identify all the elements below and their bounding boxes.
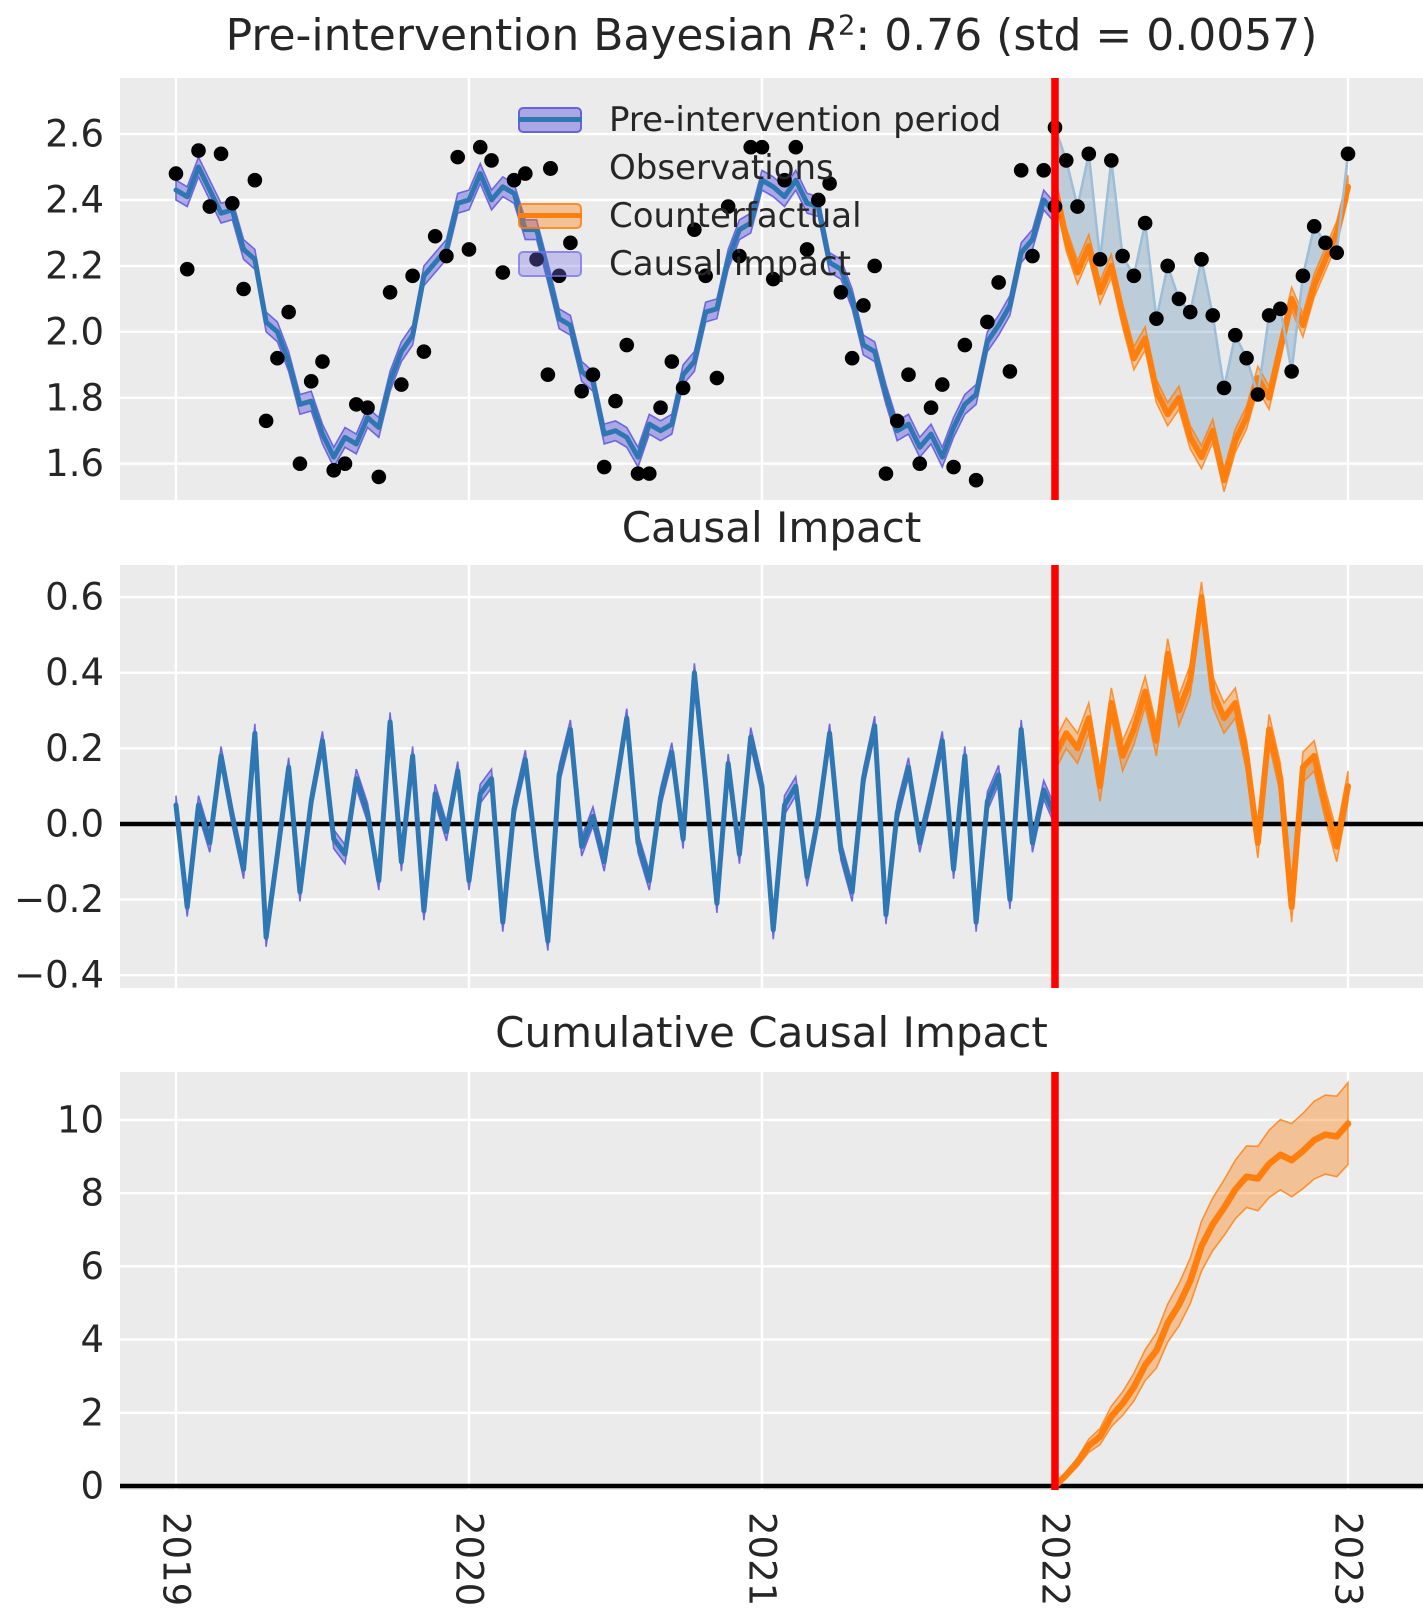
legend-item-pre-intervention: Pre-intervention period [518, 96, 1001, 144]
legend-item-observations: Observations [518, 144, 1001, 192]
plot1-title: Pre-intervention Bayesian R2: 0.76 (std … [120, 10, 1423, 61]
svg-text:8: 8 [80, 1172, 104, 1215]
legend-label-observations: Observations [609, 148, 834, 188]
plot1-title-suffix: : 0.76 (std = 0.0057) [855, 10, 1318, 61]
plot3-title: Cumulative Causal Impact [495, 1008, 1048, 1057]
legend-label-counterfactual: Counterfactual [609, 196, 862, 236]
plot-causal-impact: 0.6 0.4 0.2 0.0 −0.2 −0.4 [14, 565, 1423, 997]
svg-text:2021: 2021 [740, 1512, 783, 1606]
legend-item-causal-impact: Causal impact [518, 240, 1001, 288]
svg-text:10: 10 [57, 1098, 104, 1141]
legend: Pre-intervention period Observations Cou… [518, 96, 1001, 288]
svg-text:6: 6 [80, 1245, 104, 1288]
svg-text:2022: 2022 [1033, 1512, 1076, 1606]
legend-item-counterfactual: Counterfactual [518, 192, 1001, 240]
blue-line-icon [518, 117, 582, 122]
svg-text:−0.2: −0.2 [14, 878, 104, 921]
svg-text:1.8: 1.8 [45, 376, 104, 419]
observation-dot-icon [542, 160, 558, 176]
black-dot-swatch-icon [518, 155, 582, 181]
svg-text:2019: 2019 [154, 1512, 197, 1606]
svg-text:0.2: 0.2 [45, 727, 104, 770]
plot1-title-exponent: 2 [838, 10, 856, 42]
svg-text:2.0: 2.0 [45, 310, 104, 353]
plot1-title-prefix: Pre-intervention Bayesian [225, 10, 808, 61]
plot-cumulative-causal-impact: 10 8 6 4 2 0 2019 2020 2021 2022 2023 [57, 1072, 1423, 1606]
svg-text:0: 0 [80, 1464, 104, 1507]
lavender-patch-swatch-icon [518, 251, 582, 277]
svg-text:2020: 2020 [447, 1512, 490, 1606]
svg-text:4: 4 [80, 1318, 104, 1361]
svg-text:−0.4: −0.4 [14, 954, 104, 997]
svg-text:0.4: 0.4 [45, 651, 104, 694]
svg-text:0.6: 0.6 [45, 576, 104, 619]
svg-text:2: 2 [80, 1391, 104, 1434]
svg-text:0.0: 0.0 [45, 802, 104, 845]
svg-text:2.4: 2.4 [45, 178, 104, 221]
orange-band-swatch-icon [518, 203, 582, 229]
legend-label-causal-impact: Causal impact [609, 244, 851, 284]
svg-text:2.6: 2.6 [45, 113, 104, 156]
svg-text:2.2: 2.2 [45, 244, 104, 287]
legend-label-pre-intervention: Pre-intervention period [609, 100, 1002, 140]
blue-band-swatch-icon [518, 107, 582, 133]
plot1-title-r: R [807, 10, 839, 61]
svg-text:1.6: 1.6 [45, 442, 104, 485]
plot2-title: Causal Impact [621, 503, 922, 552]
plot-observed-vs-counterfactual: 2.6 2.4 2.2 2.0 1.8 1.6 [45, 78, 1423, 500]
orange-line-icon [518, 213, 582, 218]
svg-text:2023: 2023 [1326, 1512, 1369, 1606]
